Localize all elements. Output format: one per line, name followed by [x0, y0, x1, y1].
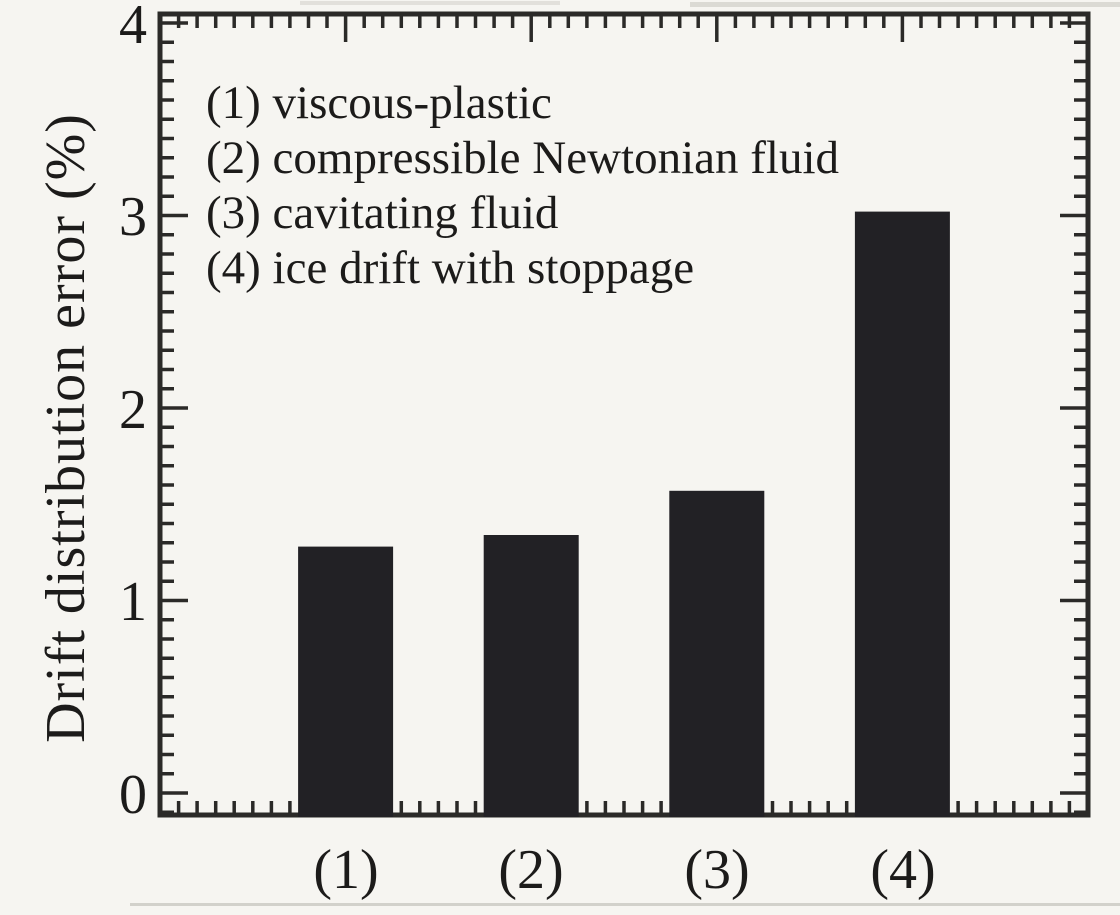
bar-(4): [854, 211, 950, 818]
y-tick-label-4: 4: [119, 0, 147, 56]
legend-line-2: (2) compressible Newtonian fluid: [206, 132, 839, 184]
legend-line-1: (1) viscous-plastic: [206, 77, 552, 129]
x-category-label-3: (3): [684, 839, 749, 901]
scan-artifact-bottom-edge: [130, 903, 1120, 906]
x-category-label-2: (2): [498, 839, 563, 901]
y-axis-ticks: [160, 21, 1088, 815]
legend-line-4: (4) ice drift with stoppage: [206, 242, 694, 294]
x-category-label-1: (1): [313, 839, 378, 901]
legend-line-3: (3) cavitating fluid: [206, 187, 558, 239]
bar-(2): [483, 535, 579, 817]
x-category-label-4: (4): [870, 839, 935, 901]
scan-artifact-top-right: [690, 2, 1120, 7]
y-axis-title: Drift distribution error (%): [35, 113, 97, 743]
bar-(1): [298, 546, 394, 817]
y-tick-label-2: 2: [119, 379, 147, 441]
y-tick-label-1: 1: [119, 571, 147, 633]
y-tick-label-3: 3: [119, 186, 147, 248]
scan-artifact-top-left: [300, 1, 560, 5]
chart-graphics: [130, 1, 1120, 906]
y-tick-label-0: 0: [119, 764, 147, 826]
bar-(3): [669, 490, 765, 817]
